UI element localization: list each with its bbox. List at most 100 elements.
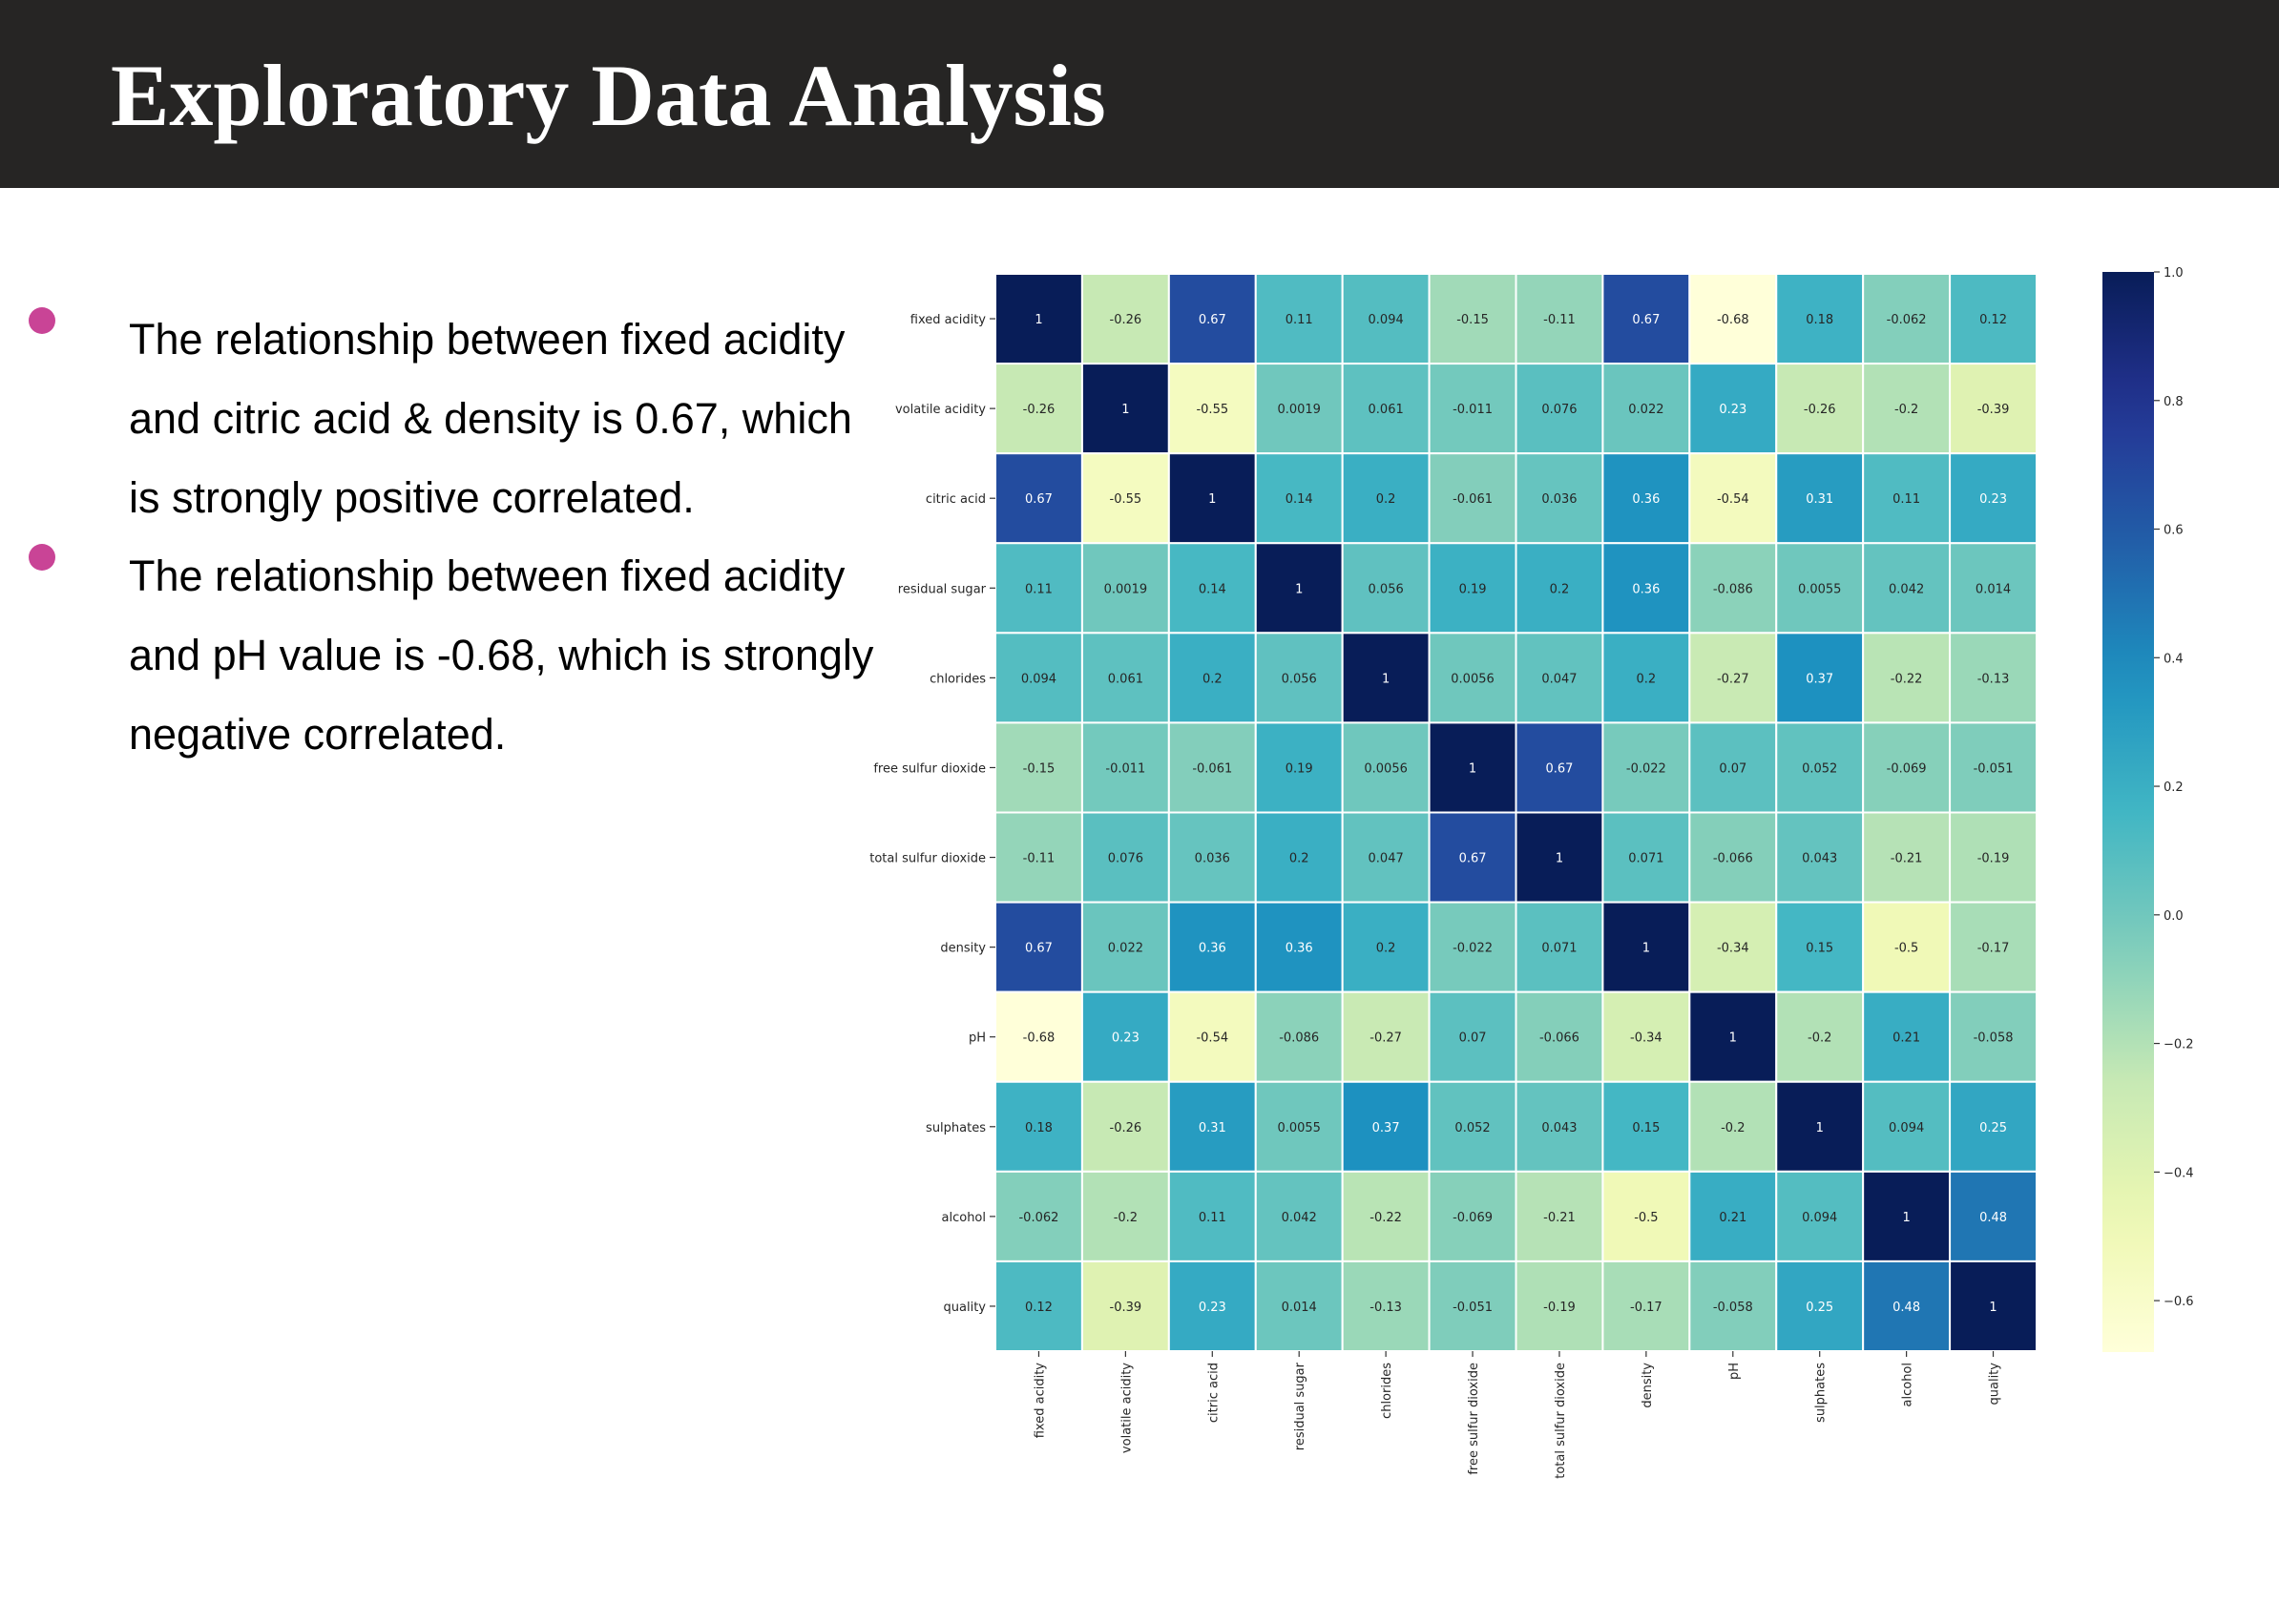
- cell-value-label: -0.086: [1713, 582, 1753, 596]
- cell-value-label: -0.68: [1023, 1031, 1056, 1046]
- x-tick-label-chlorides: chlorides: [1380, 1363, 1394, 1419]
- cell-value-label: 0.48: [1892, 1301, 1920, 1315]
- cell-value-label: -0.21: [1891, 852, 1923, 866]
- cell-value-label: 0.37: [1806, 672, 1833, 686]
- cell-value-label: -0.13: [1369, 1301, 1402, 1315]
- cell-value-label: -0.2: [1721, 1121, 1745, 1135]
- cell-value-label: 0.07: [1719, 761, 1746, 776]
- heatmap-cell: [1254, 363, 1344, 455]
- heatmap-cell: [1862, 452, 1952, 545]
- heatmap-cell: [1254, 632, 1344, 724]
- bullet-text-2: The relationship between fixed acidity a…: [129, 552, 874, 759]
- bullet-dot-icon: [29, 544, 55, 571]
- heatmap-cell: [1775, 363, 1865, 455]
- cell-value-label: 0.25: [1979, 1121, 2007, 1135]
- page-title: Exploratory Data Analysis: [111, 47, 1106, 144]
- heatmap-cell: [1341, 1080, 1431, 1173]
- x-tick-label-residual-sugar: residual sugar: [1293, 1362, 1307, 1450]
- heatmap-cell: [994, 1080, 1083, 1173]
- cell-value-label: 0.047: [1541, 672, 1577, 686]
- heatmap-cell: [1341, 452, 1431, 545]
- heatmap-cell: [1688, 363, 1778, 455]
- heatmap-cell: [994, 990, 1083, 1083]
- heatmap-cell: [1862, 632, 1952, 724]
- cell-value-label: 0.12: [1979, 313, 2007, 327]
- cell-value-label: -0.062: [1018, 1211, 1058, 1225]
- cell-value-label: -0.39: [1110, 1301, 1142, 1315]
- heatmap-cell: [1775, 452, 1865, 545]
- cell-value-label: -0.68: [1717, 313, 1749, 327]
- cell-value-label: 0.0056: [1364, 761, 1408, 776]
- heatmap-cell: [1862, 1080, 1952, 1173]
- heatmap-cell: [1341, 811, 1431, 904]
- cell-value-label: -0.19: [1977, 852, 2010, 866]
- cell-value-label: 0.19: [1459, 582, 1487, 596]
- cell-value-label: 0.15: [1632, 1121, 1660, 1135]
- y-tick-label-sulphates: sulphates: [926, 1121, 986, 1135]
- heatmap-cell: [994, 363, 1083, 455]
- cell-value-label: 0.061: [1108, 672, 1143, 686]
- cell-value-label: -0.2: [1114, 1211, 1138, 1225]
- heatmap-cell: [1601, 632, 1691, 724]
- heatmap-cell: [1428, 273, 1517, 365]
- heatmap-cell: [1341, 990, 1431, 1083]
- heatmap-cell: [1949, 721, 2039, 814]
- cell-value-label: -0.26: [1110, 1121, 1142, 1135]
- cell-value-label: 0.071: [1541, 942, 1577, 956]
- cell-value-label: 0.094: [1889, 1121, 1924, 1135]
- colorbar-tick-label: 0.6: [2164, 524, 2184, 538]
- cell-value-label: 0.11: [1286, 313, 1313, 327]
- heatmap-cell: [1601, 1170, 1691, 1262]
- cell-value-label: -0.55: [1110, 492, 1142, 507]
- cell-value-label: 0.12: [1025, 1301, 1053, 1315]
- cell-value-label: 0.21: [1892, 1031, 1920, 1046]
- y-tick-label-alcohol: alcohol: [942, 1211, 986, 1225]
- cell-value-label: 0.0019: [1277, 403, 1321, 417]
- cell-value-label: 0.2: [1376, 942, 1396, 956]
- heatmap-cell: [1775, 1080, 1865, 1173]
- cell-value-label: -0.11: [1543, 313, 1576, 327]
- cell-value-label: 1: [1989, 1301, 1997, 1315]
- cell-value-label: 1: [1729, 1031, 1737, 1046]
- cell-value-label: 0.67: [1025, 942, 1053, 956]
- heatmap-cell: [1341, 1170, 1431, 1262]
- cell-value-label: 0.23: [1199, 1301, 1226, 1315]
- cell-value-label: 0.071: [1628, 852, 1663, 866]
- cell-value-label: 0.094: [1369, 313, 1404, 327]
- cell-value-label: 0.056: [1282, 672, 1317, 686]
- cell-value-label: -0.22: [1891, 672, 1923, 686]
- heatmap-cell: [1601, 273, 1691, 365]
- heatmap-cell: [1515, 901, 1604, 993]
- colorbar-tick-label: 0.0: [2164, 909, 2184, 924]
- heatmap-cell: [1167, 542, 1257, 635]
- cell-value-label: 0.14: [1199, 582, 1226, 596]
- cell-value-label: 0.2: [1202, 672, 1223, 686]
- heatmap-cell: [1428, 811, 1517, 904]
- cell-value-label: 1: [1382, 672, 1390, 686]
- colorbar-tick-label: −0.2: [2164, 1038, 2194, 1052]
- cell-value-label: -0.17: [1977, 942, 2010, 956]
- cell-value-label: 1: [1208, 492, 1216, 507]
- heatmap-cell: [1080, 1080, 1170, 1173]
- cell-value-label: -0.058: [1713, 1301, 1753, 1315]
- cell-value-label: 0.36: [1199, 942, 1226, 956]
- heatmap-cell: [1080, 901, 1170, 993]
- cell-value-label: -0.27: [1717, 672, 1749, 686]
- heatmap-cell: [1688, 1080, 1778, 1173]
- heatmap-cell: [1601, 990, 1691, 1083]
- heatmap-cell: [1601, 901, 1691, 993]
- cell-value-label: 0.022: [1108, 942, 1143, 956]
- heatmap-cell: [1949, 542, 2039, 635]
- cell-value-label: 0.18: [1025, 1121, 1053, 1135]
- colorbar-tick-label: 1.0: [2164, 266, 2184, 281]
- heatmap-cell: [1080, 363, 1170, 455]
- cell-value-label: 0.022: [1628, 403, 1663, 417]
- cell-value-label: 0.2: [1637, 672, 1657, 686]
- heatmap-cell: [1601, 363, 1691, 455]
- heatmap-cell: [1688, 901, 1778, 993]
- cell-value-label: 0.19: [1286, 761, 1313, 776]
- cell-value-label: -0.5: [1894, 942, 1918, 956]
- heatmap-cell: [1775, 990, 1865, 1083]
- heatmap-cell: [1515, 1080, 1604, 1173]
- heatmap-cell: [1949, 1080, 2039, 1173]
